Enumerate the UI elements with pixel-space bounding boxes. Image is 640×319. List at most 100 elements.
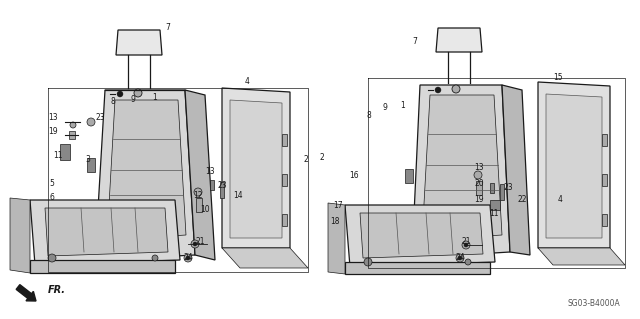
Circle shape <box>152 255 158 261</box>
Polygon shape <box>116 30 162 55</box>
Circle shape <box>117 91 123 97</box>
Text: 17: 17 <box>333 201 343 210</box>
Polygon shape <box>185 90 215 260</box>
Bar <box>282 174 287 186</box>
Bar <box>196 198 202 212</box>
Text: 10: 10 <box>200 205 210 214</box>
Text: 3: 3 <box>86 155 90 165</box>
Text: 6: 6 <box>49 194 54 203</box>
Text: 1: 1 <box>152 93 157 102</box>
Text: 4: 4 <box>557 196 563 204</box>
Bar <box>282 134 287 146</box>
Text: 9: 9 <box>131 95 136 105</box>
Text: 15: 15 <box>553 73 563 83</box>
Text: 13: 13 <box>205 167 215 176</box>
Circle shape <box>474 171 482 179</box>
Polygon shape <box>30 200 180 265</box>
Text: 8: 8 <box>111 98 115 107</box>
Polygon shape <box>538 82 610 248</box>
Text: 12: 12 <box>193 190 203 199</box>
Text: 21: 21 <box>461 238 471 247</box>
Polygon shape <box>345 205 495 267</box>
Text: 23: 23 <box>503 183 513 192</box>
Polygon shape <box>546 94 602 238</box>
Circle shape <box>465 259 471 265</box>
Bar <box>220 182 224 198</box>
Text: 2: 2 <box>319 153 324 162</box>
Bar <box>490 200 500 210</box>
Polygon shape <box>345 262 490 274</box>
Polygon shape <box>107 100 186 240</box>
Circle shape <box>70 122 76 128</box>
Bar <box>60 144 70 160</box>
Bar <box>602 214 607 226</box>
Text: 22: 22 <box>517 196 527 204</box>
Circle shape <box>364 258 372 266</box>
FancyArrow shape <box>16 285 36 301</box>
Text: 23: 23 <box>95 114 105 122</box>
Text: 24: 24 <box>455 254 465 263</box>
Bar <box>602 174 607 186</box>
Polygon shape <box>328 203 345 274</box>
Bar <box>282 214 287 226</box>
Text: 11: 11 <box>489 209 499 218</box>
Polygon shape <box>360 213 483 258</box>
Text: 20: 20 <box>474 179 484 188</box>
Text: 1: 1 <box>401 100 405 109</box>
Text: 4: 4 <box>244 78 250 86</box>
Circle shape <box>191 240 199 248</box>
Circle shape <box>194 188 202 196</box>
Text: 24: 24 <box>183 254 193 263</box>
Text: 8: 8 <box>367 110 371 120</box>
Text: 23: 23 <box>217 181 227 189</box>
Text: 7: 7 <box>166 24 170 33</box>
Polygon shape <box>422 95 502 240</box>
Circle shape <box>458 256 462 260</box>
Circle shape <box>134 89 142 97</box>
Circle shape <box>435 87 441 93</box>
Polygon shape <box>538 248 625 265</box>
Bar <box>405 169 413 183</box>
Text: 2: 2 <box>303 155 308 165</box>
Text: 9: 9 <box>383 103 387 113</box>
Text: 14: 14 <box>233 190 243 199</box>
Bar <box>210 180 214 190</box>
Circle shape <box>452 85 460 93</box>
Text: 5: 5 <box>49 179 54 188</box>
Circle shape <box>87 118 95 126</box>
Circle shape <box>184 254 192 262</box>
Polygon shape <box>436 28 482 52</box>
Text: 16: 16 <box>349 170 359 180</box>
Text: 18: 18 <box>330 218 340 226</box>
Polygon shape <box>30 260 175 273</box>
Text: 13: 13 <box>48 114 58 122</box>
Text: SG03-B4000A: SG03-B4000A <box>567 299 620 308</box>
Bar <box>490 183 494 193</box>
Text: FR.: FR. <box>48 285 66 295</box>
Polygon shape <box>10 198 30 273</box>
Polygon shape <box>230 100 282 238</box>
Circle shape <box>464 243 468 247</box>
Circle shape <box>462 241 470 249</box>
Circle shape <box>48 254 56 262</box>
Bar <box>87 158 95 172</box>
Text: 11: 11 <box>53 151 63 160</box>
Bar <box>500 184 504 200</box>
Polygon shape <box>412 85 510 258</box>
Polygon shape <box>45 208 168 256</box>
Text: 7: 7 <box>413 38 417 47</box>
Bar <box>69 131 75 139</box>
Circle shape <box>193 242 197 246</box>
Polygon shape <box>95 90 195 260</box>
Polygon shape <box>222 88 290 248</box>
Text: 19: 19 <box>48 128 58 137</box>
Polygon shape <box>502 85 530 255</box>
Polygon shape <box>222 248 308 268</box>
Bar <box>476 181 482 195</box>
Circle shape <box>456 254 464 262</box>
Bar <box>602 134 607 146</box>
Text: 13: 13 <box>474 164 484 173</box>
Text: 19: 19 <box>474 196 484 204</box>
Text: 21: 21 <box>195 238 205 247</box>
Circle shape <box>186 256 190 260</box>
